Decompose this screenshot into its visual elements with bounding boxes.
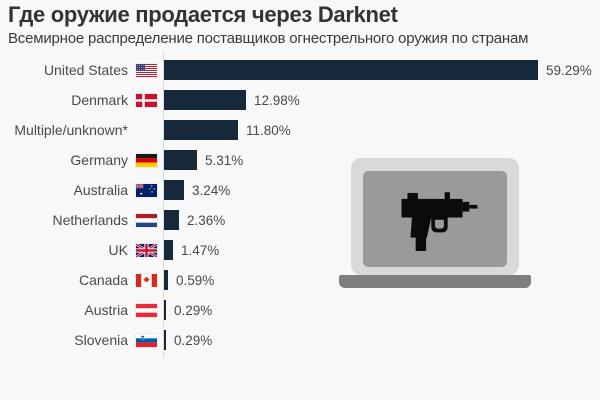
uk-flag-icon [128, 243, 164, 257]
bar [164, 120, 238, 140]
value-label: 1.47% [181, 242, 220, 258]
laptop-screen [363, 171, 507, 267]
header: Где оружие продается через Darknet Всеми… [8, 1, 592, 47]
canada-flag-icon [128, 273, 164, 287]
bar [164, 270, 168, 290]
value-label: 0.59% [176, 272, 215, 288]
bar [164, 60, 538, 80]
bar [164, 210, 179, 230]
country-label: United States [43, 62, 128, 78]
value-label: 0.29% [174, 302, 213, 318]
chart-row: UK 1.47% [0, 235, 600, 265]
chart-row: United States 59.29% [0, 55, 600, 85]
country-label: Denmark [71, 92, 128, 108]
bar [164, 300, 166, 320]
country-label: Slovenia [74, 332, 128, 348]
country-label: Germany [70, 152, 128, 168]
laptop-illustration [339, 158, 531, 289]
chart-row: Austria 0.29% [0, 295, 600, 325]
laptop-body [351, 158, 519, 275]
bar [164, 90, 246, 110]
value-label: 3.24% [192, 182, 231, 198]
bar-chart: United States 59.29% Denmark 12.98% Mult… [0, 52, 600, 358]
germany-flag-icon [128, 153, 164, 167]
value-label: 5.31% [205, 152, 244, 168]
value-label: 2.36% [187, 212, 226, 228]
uzi-gun-icon [401, 192, 478, 251]
laptop-base [339, 275, 531, 288]
page-title: Где оружие продается через Darknet [8, 2, 398, 27]
country-label: Canada [78, 272, 128, 288]
value-label: 0.29% [174, 332, 213, 348]
slovenia-flag-icon [128, 333, 164, 347]
country-label: Australia [73, 182, 128, 198]
chart-row: Slovenia 0.29% [0, 325, 600, 355]
value-label: 12.98% [254, 92, 300, 108]
country-label: Multiple/unknown* [14, 122, 128, 138]
denmark-flag-icon [128, 93, 164, 107]
country-label: Austria [84, 302, 128, 318]
chart-rows: United States 59.29% Denmark 12.98% Mult… [0, 55, 600, 355]
chart-row: Canada 0.59% [0, 265, 600, 295]
bar [164, 330, 166, 350]
us-flag-icon [128, 63, 164, 77]
chart-row: Netherlands 2.36% [0, 205, 600, 235]
value-label: 59.29% [546, 62, 592, 78]
chart-row: Multiple/unknown* 11.80% [0, 115, 600, 145]
page-subtitle: Всемирное распределение поставщиков огне… [8, 29, 529, 47]
chart-row: Denmark 12.98% [0, 85, 600, 115]
value-label: 11.80% [246, 122, 291, 138]
bar [164, 150, 197, 170]
country-label: UK [108, 242, 128, 258]
chart-row: Australia 3.24% [0, 175, 600, 205]
bar [164, 180, 184, 200]
country-label: Netherlands [52, 212, 129, 228]
chart-row: Germany 5.31% [0, 145, 600, 175]
netherlands-flag-icon [128, 213, 164, 227]
australia-flag-icon [128, 183, 164, 197]
austria-flag-icon [128, 303, 164, 317]
bar [164, 240, 173, 260]
axis-line [163, 52, 164, 358]
